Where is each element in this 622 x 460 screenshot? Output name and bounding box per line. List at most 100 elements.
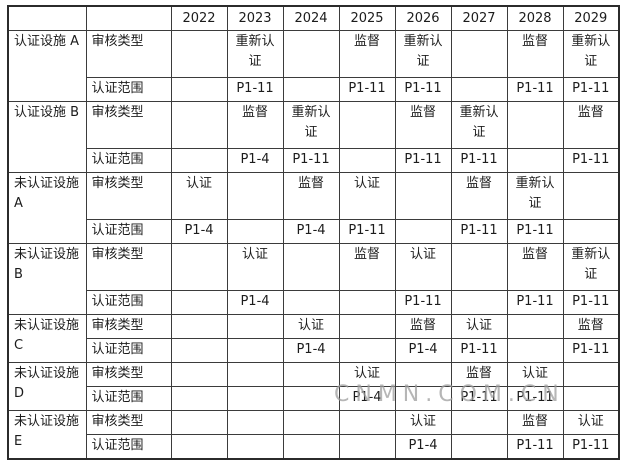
scope-row: 认证范围 P1-4 P1-11 P1-11 bbox=[8, 434, 620, 460]
scope-label-cell: 认证范围 bbox=[85, 290, 172, 315]
scope-cell: P1-11 bbox=[562, 434, 620, 460]
scope-cell: P1-11 bbox=[562, 77, 620, 102]
audit-type-cell: 认证 bbox=[506, 362, 564, 387]
scope-cell: P1-4 bbox=[226, 290, 284, 315]
audit-type-row: 未认证设施 E 审核类型 认证 监督 认证 bbox=[7, 410, 620, 460]
scope-label-cell: 认证范围 bbox=[85, 386, 172, 411]
header-row: 2022 2023 2024 2025 2026 2027 2028 2029 bbox=[7, 5, 620, 31]
audit-type-label-cell: 审核类型 bbox=[85, 362, 172, 387]
scope-row: 认证范围 P1-4 P1-11 P1-11 bbox=[8, 386, 620, 411]
audit-type-row: 未认证设施 D 审核类型 认证 监督 认证 bbox=[7, 362, 620, 411]
scope-cell: P1-11 bbox=[394, 148, 452, 173]
scope-cell bbox=[170, 386, 228, 411]
audit-type-cell: 认证 bbox=[282, 314, 340, 339]
audit-type-cell: 监督 bbox=[450, 362, 508, 387]
audit-type-cell bbox=[338, 314, 396, 339]
scope-cell bbox=[338, 148, 396, 173]
scope-label-cell: 认证范围 bbox=[85, 434, 172, 460]
year-header: 2023 bbox=[226, 5, 284, 31]
audit-type-cell: 认证 bbox=[394, 410, 452, 435]
scope-cell: P1-11 bbox=[506, 219, 564, 244]
scope-cell bbox=[282, 434, 340, 460]
audit-type-cell bbox=[562, 172, 620, 220]
audit-type-cell bbox=[226, 410, 284, 435]
audit-type-cell: 重新认证 bbox=[226, 30, 284, 78]
scope-cell bbox=[394, 386, 452, 411]
audit-type-cell: 认证 bbox=[226, 243, 284, 291]
facility-name-cell: 未认证设施 A bbox=[7, 172, 87, 244]
scope-row: 认证范围 P1-11 P1-11 P1-11 P1-11 P1-11 bbox=[8, 77, 620, 102]
audit-type-cell bbox=[506, 314, 564, 339]
scope-cell: P1-11 bbox=[562, 148, 620, 173]
scope-cell bbox=[170, 77, 228, 102]
scope-label-cell: 认证范围 bbox=[85, 338, 172, 363]
audit-type-cell: 监督 bbox=[506, 243, 564, 291]
scope-row: 认证范围 P1-4 P1-4 P1-11 P1-11 P1-11 bbox=[8, 219, 620, 244]
facility-name-cell: 未认证设施 E bbox=[7, 410, 87, 460]
audit-type-cell: 认证 bbox=[394, 243, 452, 291]
scope-cell: P1-11 bbox=[450, 338, 508, 363]
audit-type-cell: 认证 bbox=[450, 314, 508, 339]
audit-type-cell bbox=[394, 172, 452, 220]
scope-cell: P1-11 bbox=[506, 386, 564, 411]
scope-cell: P1-11 bbox=[394, 77, 452, 102]
scope-cell: P1-4 bbox=[394, 434, 452, 460]
year-header: 2026 bbox=[394, 5, 452, 31]
year-header: 2028 bbox=[506, 5, 564, 31]
scope-cell bbox=[170, 434, 228, 460]
audit-type-cell bbox=[282, 243, 340, 291]
scope-cell: P1-4 bbox=[338, 386, 396, 411]
audit-type-cell bbox=[394, 362, 452, 387]
audit-type-label-cell: 审核类型 bbox=[85, 101, 172, 149]
audit-type-cell: 监督 bbox=[394, 101, 452, 149]
audit-type-cell: 重新认证 bbox=[394, 30, 452, 78]
audit-type-cell: 监督 bbox=[394, 314, 452, 339]
audit-type-cell: 监督 bbox=[226, 101, 284, 149]
audit-type-cell: 重新认证 bbox=[506, 172, 564, 220]
audit-type-cell: 监督 bbox=[282, 172, 340, 220]
audit-type-label-cell: 审核类型 bbox=[85, 30, 172, 78]
scope-label-cell: 认证范围 bbox=[85, 148, 172, 173]
audit-type-cell bbox=[170, 314, 228, 339]
scope-cell: P1-11 bbox=[562, 338, 620, 363]
scope-cell bbox=[170, 290, 228, 315]
scope-cell: P1-11 bbox=[506, 77, 564, 102]
scope-cell bbox=[338, 290, 396, 315]
audit-type-cell bbox=[226, 172, 284, 220]
scope-cell bbox=[562, 219, 620, 244]
audit-type-label-cell: 审核类型 bbox=[85, 172, 172, 220]
audit-type-cell bbox=[226, 362, 284, 387]
year-header: 2022 bbox=[170, 5, 228, 31]
audit-type-cell: 重新认证 bbox=[562, 30, 620, 78]
scope-cell: P1-4 bbox=[282, 219, 340, 244]
scope-cell bbox=[506, 148, 564, 173]
scope-cell bbox=[394, 219, 452, 244]
scope-row: 认证范围 P1-4 P1-11 P1-11 P1-11 P1-11 bbox=[8, 148, 620, 173]
scope-cell: P1-11 bbox=[506, 290, 564, 315]
facility-name-cell: 认证设施 B bbox=[7, 101, 87, 173]
scope-cell: P1-4 bbox=[282, 338, 340, 363]
audit-type-cell bbox=[282, 362, 340, 387]
audit-type-cell: 重新认证 bbox=[562, 243, 620, 291]
table-body: 认证设施 A 审核类型 重新认证 监督 重新认证 监督 重新认证 认证范围 P1-11 P1-11… bbox=[7, 30, 620, 460]
audit-type-cell: 监督 bbox=[562, 314, 620, 339]
audit-type-label-cell: 审核类型 bbox=[85, 314, 172, 339]
scope-cell: P1-4 bbox=[226, 148, 284, 173]
audit-type-cell bbox=[170, 410, 228, 435]
audit-type-cell: 认证 bbox=[338, 172, 396, 220]
scope-cell bbox=[170, 148, 228, 173]
audit-type-cell bbox=[170, 362, 228, 387]
audit-type-cell: 监督 bbox=[450, 172, 508, 220]
audit-type-row: 认证设施 A 审核类型 重新认证 监督 重新认证 监督 重新认证 bbox=[7, 30, 620, 102]
scope-cell: P1-11 bbox=[226, 77, 284, 102]
audit-type-cell bbox=[450, 243, 508, 291]
audit-type-cell: 认证 bbox=[562, 410, 620, 435]
audit-type-label-cell: 审核类型 bbox=[85, 410, 172, 435]
audit-type-cell bbox=[282, 30, 340, 78]
scope-cell: P1-11 bbox=[562, 290, 620, 315]
audit-type-label-cell: 审核类型 bbox=[85, 243, 172, 291]
scope-cell bbox=[450, 434, 508, 460]
scope-cell bbox=[450, 290, 508, 315]
scope-cell bbox=[226, 219, 284, 244]
